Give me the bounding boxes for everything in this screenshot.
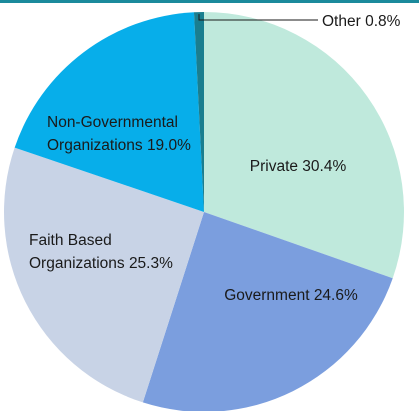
- label-other: Other 0.8%: [322, 13, 401, 30]
- label-faith-based-organizations: Faith Based Organizations 25.3%: [29, 232, 173, 272]
- pie-labels: Private 30.4% Government 24.6% Faith Based…: [29, 13, 401, 304]
- label-line: Other 0.8%: [322, 13, 401, 30]
- label-non-governmental-organizations: Non-Governmental Organizations 19.0%: [47, 114, 191, 154]
- label-private: Private 30.4%: [250, 158, 347, 175]
- label-line: Faith Based: [29, 232, 112, 249]
- slice-faith-based-organizations: [4, 147, 204, 403]
- leader-line-other: [198, 14, 318, 21]
- slice-other: [193, 11, 204, 212]
- label-line: Private 30.4%: [250, 158, 347, 175]
- label-line: Government 24.6%: [224, 287, 358, 304]
- top-rule: [0, 0, 419, 3]
- slice-private: [204, 12, 404, 279]
- label-line: Organizations 19.0%: [47, 137, 191, 154]
- label-line: Non-Governmental: [47, 114, 178, 131]
- label-line: Organizations 25.3%: [29, 255, 173, 272]
- label-government: Government 24.6%: [224, 287, 358, 304]
- slice-government: [142, 212, 393, 411]
- slice-non-governmental-organizations: [14, 12, 204, 212]
- pie-slices: [4, 11, 404, 411]
